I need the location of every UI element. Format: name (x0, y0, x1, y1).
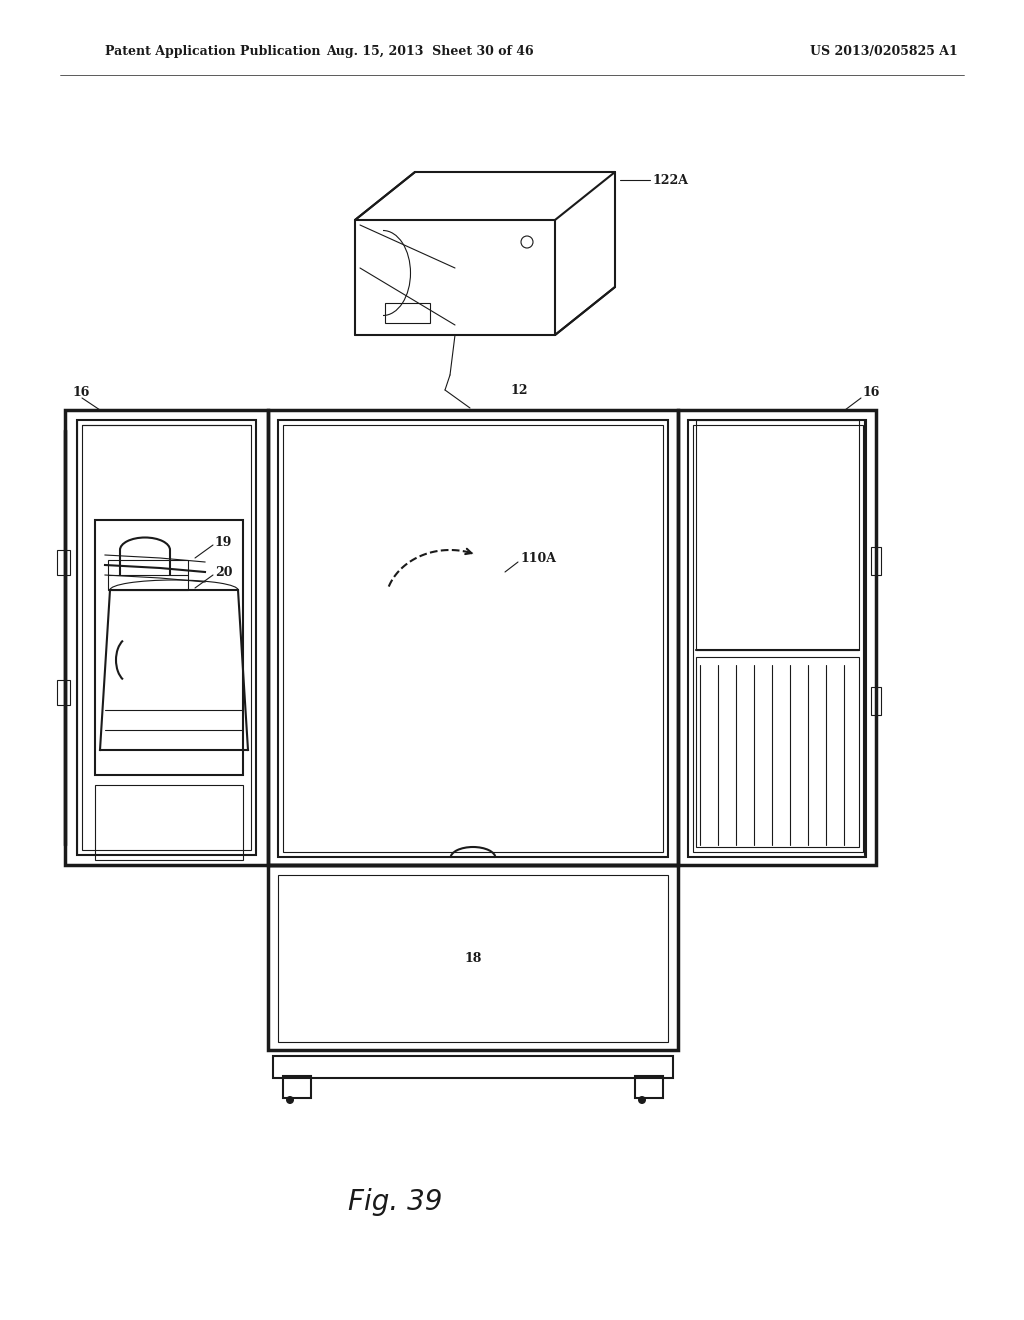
Bar (77, 420, 256, 855)
Circle shape (286, 1096, 294, 1104)
Bar (385, 304, 430, 323)
Bar (82, 425, 251, 850)
Bar (871, 546, 881, 576)
Text: 19: 19 (215, 536, 232, 549)
Circle shape (638, 1096, 646, 1104)
Bar (635, 1076, 663, 1098)
Bar (696, 657, 859, 847)
Text: 16: 16 (863, 385, 881, 399)
Text: 122A: 122A (653, 173, 689, 186)
Bar (278, 420, 668, 857)
Text: 18: 18 (464, 952, 481, 965)
Text: Aug. 15, 2013  Sheet 30 of 46: Aug. 15, 2013 Sheet 30 of 46 (327, 45, 534, 58)
Text: Patent Application Publication: Patent Application Publication (105, 45, 321, 58)
Bar (283, 425, 663, 851)
Bar (268, 411, 678, 865)
Bar (688, 420, 866, 857)
Bar (57, 680, 70, 705)
Bar (278, 875, 668, 1041)
Bar (108, 560, 188, 590)
Bar (95, 785, 243, 861)
Bar (57, 550, 70, 576)
Bar (65, 411, 268, 865)
Text: 20: 20 (215, 565, 232, 578)
Text: US 2013/0205825 A1: US 2013/0205825 A1 (810, 45, 957, 58)
Text: Fig. 39: Fig. 39 (348, 1188, 442, 1216)
Bar (678, 411, 876, 865)
Text: 12: 12 (510, 384, 527, 396)
Bar (696, 420, 859, 649)
Bar (95, 520, 243, 775)
Bar (283, 1076, 311, 1098)
Bar (693, 425, 863, 851)
Text: 16: 16 (72, 385, 89, 399)
Bar (871, 686, 881, 715)
Bar (268, 865, 678, 1049)
Bar (273, 1056, 673, 1078)
Text: 110A: 110A (520, 552, 556, 565)
